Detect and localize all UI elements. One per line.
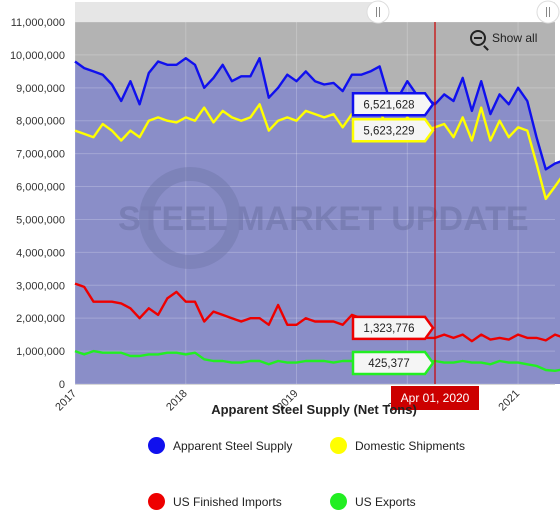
x-tick-label: 2017 [53, 388, 79, 414]
tooltip-box [351, 350, 435, 376]
legend-dot-icon [330, 493, 347, 510]
tooltip-domestic-shipments: 5,623,229 [351, 118, 435, 143]
y-tick-label: 8,000,000 [16, 116, 65, 128]
legend-dot-icon [330, 437, 347, 454]
y-tick-label: 0 [59, 379, 65, 391]
tooltip-box [351, 315, 435, 341]
crosshair-date-label: Apr 01, 2020 [401, 391, 470, 405]
legend: Apparent Steel Supply Domestic Shipments… [0, 430, 560, 510]
navigator-handle-icon [366, 0, 390, 24]
tooltip-value: 6,521,628 [363, 99, 414, 111]
y-tick-label: 3,000,000 [16, 280, 65, 292]
y-tick-label: 7,000,000 [16, 149, 65, 161]
tooltip-value: 5,623,229 [363, 125, 414, 137]
show-all-label: Show all [492, 31, 538, 45]
legend-label: US Exports [355, 494, 416, 509]
y-tick-label: 4,000,000 [16, 247, 65, 259]
x-tick-label: 2018 [164, 388, 190, 414]
y-tick-label: 10,000,000 [10, 50, 65, 62]
x-tick-label: 2021 [496, 388, 522, 414]
legend-dot-icon [148, 493, 165, 510]
navigator-selection [378, 2, 548, 22]
legend-item-domestic-shipments[interactable]: Domestic Shipments [330, 437, 465, 454]
tooltip-box [351, 118, 435, 143]
y-tick-label: 9,000,000 [16, 83, 65, 95]
y-tick-label: 6,000,000 [16, 182, 65, 194]
tooltip-us-finished-imports: 1,323,776 [351, 315, 435, 341]
watermark-logo: STEEL MARKET UPDATE [118, 167, 529, 269]
y-tick-label: 5,000,000 [16, 214, 65, 226]
legend-label: Apparent Steel Supply [173, 438, 293, 453]
tooltip-box [351, 92, 435, 117]
watermark-ring-icon [139, 167, 241, 269]
show-all-button[interactable]: Show all [470, 30, 537, 46]
overlays: Apr 01, 2020 6,521,628 5,623,229 1,323,776 4… [75, 0, 560, 410]
zoom-out-icon [470, 30, 486, 46]
navigator-handle-icon [536, 0, 560, 24]
plot-area: STEEL MARKET UPDATE [74, 21, 560, 385]
watermark-text: STEEL MARKET UPDATE [118, 200, 529, 238]
chart-svg: 0 1,000,000 2,000,000 3,000,000 4,000,000 5,0… [10, 0, 560, 417]
legend-item-apparent-steel-supply[interactable]: Apparent Steel Supply [148, 437, 292, 454]
legend-item-us-exports[interactable]: US Exports [330, 493, 416, 510]
navigator-bar [75, 0, 560, 24]
legend-label: US Finished Imports [173, 494, 282, 509]
legend-label: Domestic Shipments [355, 438, 466, 453]
y-tick-label: 2,000,000 [16, 313, 65, 325]
tooltip-apparent-steel-supply: 6,521,628 [351, 92, 435, 117]
tooltip-value: 1,323,776 [363, 323, 414, 335]
tooltip-us-exports: 425,377 [351, 350, 435, 376]
y-tick-label: 11,000,000 [11, 17, 65, 29]
legend-dot-icon [148, 437, 165, 454]
x-axis-title: Apparent Steel Supply (Net Tons) [211, 402, 417, 417]
y-tick-label: 1,000,000 [16, 346, 65, 358]
tooltip-value: 425,377 [368, 358, 410, 370]
legend-item-us-finished-imports[interactable]: US Finished Imports [148, 493, 282, 510]
y-axis: 0 1,000,000 2,000,000 3,000,000 4,000,000 5,0… [10, 17, 65, 391]
crosshair-date-box [391, 386, 479, 410]
